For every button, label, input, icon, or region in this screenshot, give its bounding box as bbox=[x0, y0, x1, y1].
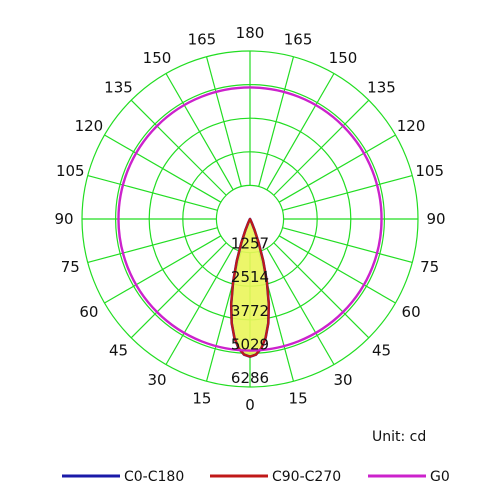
radial-tick-label: 3772 bbox=[231, 302, 269, 320]
grid-spoke bbox=[258, 56, 295, 187]
legend: C0-C180 C90-C270 G0 bbox=[62, 469, 450, 485]
legend-label: G0 bbox=[430, 469, 450, 485]
angle-label: 15 bbox=[192, 390, 211, 408]
grid-spoke bbox=[266, 247, 335, 365]
grid-spoke bbox=[205, 56, 242, 187]
grid-spoke bbox=[130, 99, 227, 196]
angle-label: 180 bbox=[236, 24, 265, 42]
angle-label: 30 bbox=[333, 371, 352, 389]
angle-label: 90 bbox=[426, 210, 445, 228]
grid-spoke bbox=[273, 242, 370, 339]
angle-label: 30 bbox=[147, 371, 166, 389]
series-curve-c90-c270 bbox=[230, 217, 270, 358]
legend-label: C90-C270 bbox=[272, 469, 341, 485]
radial-tick-label: 6286 bbox=[231, 369, 269, 387]
angle-label: 165 bbox=[188, 30, 217, 48]
grid-spoke bbox=[104, 134, 222, 203]
angle-label: 135 bbox=[367, 79, 396, 97]
angle-label: 150 bbox=[329, 49, 358, 67]
unit-label: Unit: cd bbox=[372, 429, 426, 445]
series-curve-g0 bbox=[117, 86, 383, 352]
radial-tick-label: 5029 bbox=[231, 335, 269, 353]
radial-tick-label: 2514 bbox=[231, 268, 269, 286]
angle-label: 15 bbox=[289, 390, 308, 408]
angle-label: 90 bbox=[54, 210, 73, 228]
angle-label: 105 bbox=[56, 162, 85, 180]
grid-spoke bbox=[87, 227, 218, 264]
angle-label: 60 bbox=[402, 303, 421, 321]
radial-tick-label: 1257 bbox=[231, 235, 269, 253]
angle-label: 120 bbox=[397, 117, 426, 135]
grid-spoke bbox=[165, 73, 234, 191]
intensity-curves bbox=[117, 86, 383, 358]
angle-label: 105 bbox=[415, 162, 444, 180]
angle-label: 0 bbox=[245, 396, 255, 414]
grid-spoke bbox=[282, 174, 413, 211]
grid-spoke bbox=[130, 242, 227, 339]
angle-label: 75 bbox=[420, 258, 439, 276]
angle-tick-labels: 180 1651651501501351351201201051059090757… bbox=[54, 24, 445, 414]
angle-label: 45 bbox=[372, 342, 391, 360]
angle-label: 150 bbox=[143, 49, 172, 67]
angle-label: 165 bbox=[284, 30, 313, 48]
grid-spoke bbox=[278, 235, 396, 304]
grid-spoke bbox=[87, 174, 218, 211]
grid-spoke bbox=[278, 134, 396, 203]
grid-spoke bbox=[273, 99, 370, 196]
radial-tick-labels: 1257 2514 3772 5029 6286 bbox=[231, 235, 269, 387]
angle-label: 45 bbox=[109, 342, 128, 360]
legend-label: C0-C180 bbox=[124, 469, 184, 485]
angle-label: 135 bbox=[104, 79, 133, 97]
angle-label: 60 bbox=[79, 303, 98, 321]
grid-spoke bbox=[266, 73, 335, 191]
grid-spoke bbox=[165, 247, 234, 365]
angle-label: 75 bbox=[61, 258, 80, 276]
grid-spoke bbox=[104, 235, 222, 304]
angle-label: 120 bbox=[75, 117, 104, 135]
lobe-fill bbox=[231, 219, 269, 357]
grid-spoke bbox=[282, 227, 413, 264]
